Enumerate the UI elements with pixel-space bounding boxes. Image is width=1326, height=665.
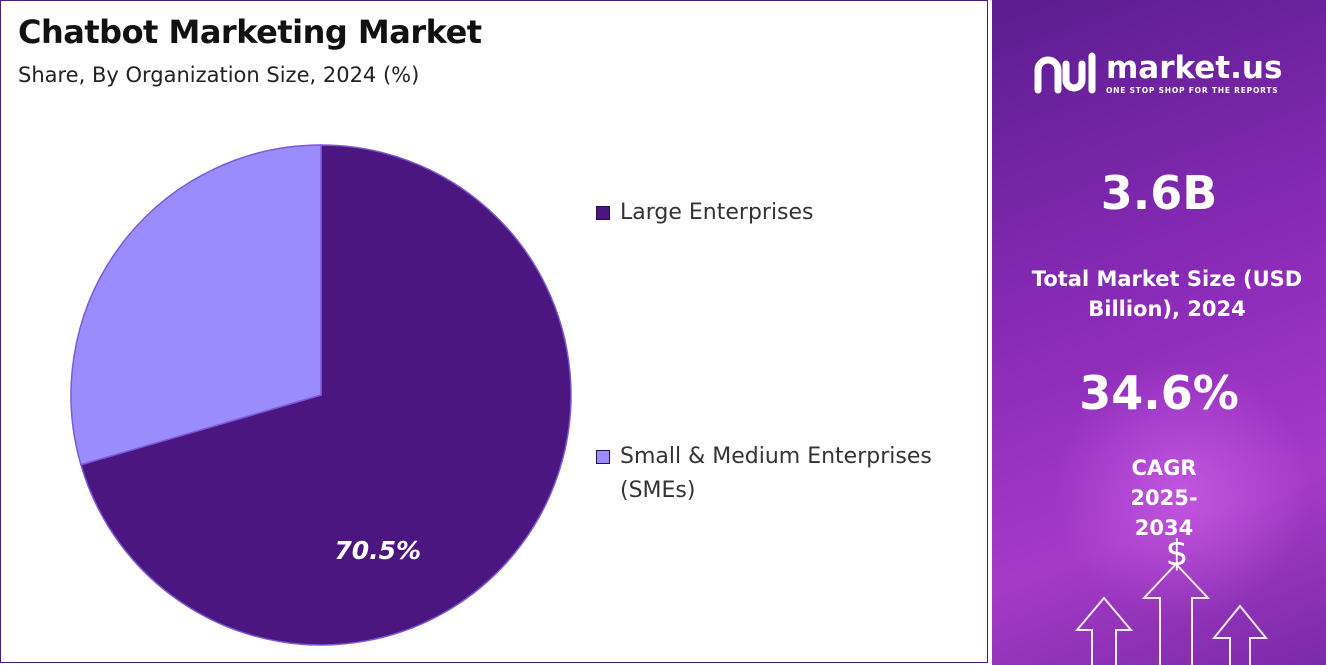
cagr-label: CAGR 2025-2034 bbox=[1130, 456, 1198, 540]
legend-item-smes: Small & Medium Enterprises (SMEs) bbox=[596, 440, 980, 508]
market-summary-panel: market.us ONE STOP SHOP FOR THE REPORTS … bbox=[992, 0, 1326, 665]
legend-swatch bbox=[596, 206, 610, 220]
market-size-label: Total Market Size (USD Billion), 2024 bbox=[1031, 267, 1303, 321]
background-glow bbox=[1052, 360, 1312, 620]
brand-tagline: ONE STOP SHOP FOR THE REPORTS bbox=[1106, 85, 1279, 95]
market-us-logo-icon bbox=[1034, 52, 1096, 94]
legend-swatch bbox=[596, 450, 610, 464]
market-size-value: 3.6B bbox=[1100, 166, 1218, 220]
brand-name: market.us bbox=[1106, 49, 1283, 86]
pie-chart: 70.5% bbox=[70, 144, 572, 646]
legend-item-large-enterprises: Large Enterprises bbox=[596, 196, 980, 230]
chart-subtitle: Share, By Organization Size, 2024 (%) bbox=[18, 63, 420, 87]
chart-panel: Chatbot Marketing Market Share, By Organ… bbox=[0, 0, 988, 663]
pie-data-label: 70.5% bbox=[334, 536, 421, 565]
pie-slice-large-enterprises bbox=[79, 144, 572, 646]
legend-label: Small & Medium Enterprises (SMEs) bbox=[620, 444, 932, 503]
cagr-value: 34.6% bbox=[1079, 366, 1239, 420]
brand: market.us ONE STOP SHOP FOR THE REPORTS bbox=[1032, 50, 1282, 96]
dollar-icon: $ bbox=[1166, 533, 1189, 574]
growth-arrows-icon: $ bbox=[1074, 533, 1269, 665]
chart-title: Chatbot Marketing Market bbox=[18, 13, 482, 51]
legend-label: Large Enterprises bbox=[620, 200, 814, 225]
pie-slice-small-medium-enterprises-smes bbox=[70, 144, 322, 466]
